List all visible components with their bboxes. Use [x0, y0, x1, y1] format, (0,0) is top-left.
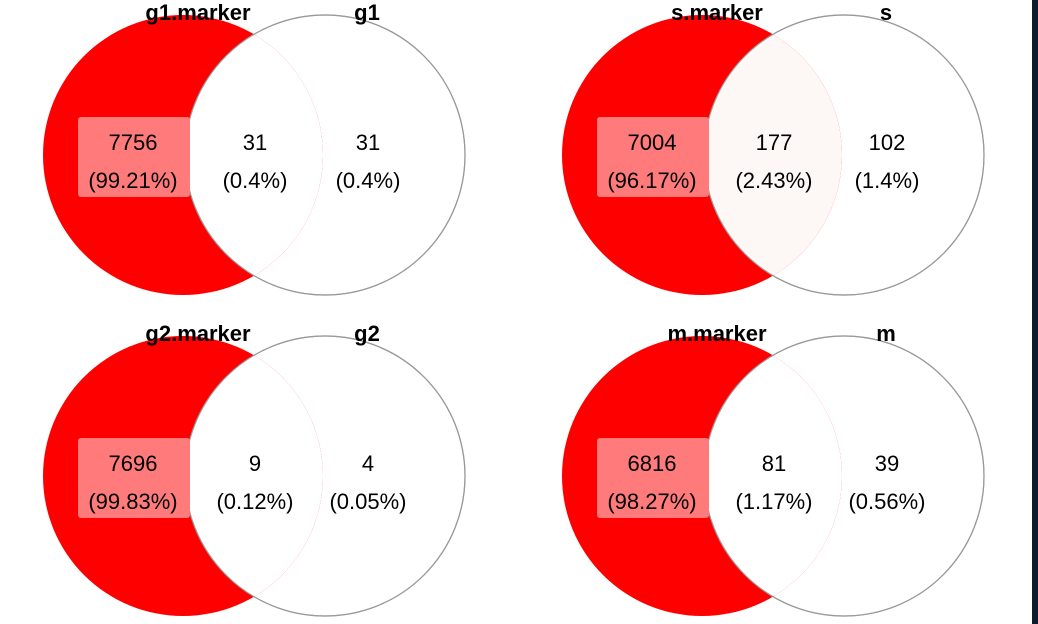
overlap-percent: (0.12%) — [216, 489, 293, 514]
left-only-count: 6816 — [628, 451, 677, 476]
left-only-percent: (98.27%) — [607, 489, 696, 514]
right-set-label: s — [880, 0, 892, 25]
overlap-region — [704, 336, 842, 616]
left-only-percent: (99.83%) — [88, 489, 177, 514]
overlap-percent: (2.43%) — [735, 168, 812, 193]
right-only-percent: (0.05%) — [329, 489, 406, 514]
right-edge-bar — [1032, 0, 1038, 624]
overlap-region — [185, 15, 323, 295]
overlap-percent: (1.17%) — [735, 489, 812, 514]
left-count-box — [78, 117, 190, 197]
overlap-region — [185, 336, 323, 616]
left-set-label: g1.marker — [145, 0, 251, 25]
venn-diagram: s.marker s 7004 (96.17%) 177 (2.43%) 102 (1.4%) — [562, 0, 985, 296]
venn-diagram: m.marker m 6816 (98.27%) 81 (1.17%) 39 (0.56%) — [562, 321, 985, 617]
right-only-percent: (0.4%) — [336, 168, 401, 193]
overlap-count: 31 — [243, 130, 267, 155]
overlap-count: 177 — [756, 130, 793, 155]
right-set-label: g2 — [354, 321, 380, 346]
left-only-count: 7756 — [109, 130, 158, 155]
left-count-box — [597, 438, 709, 518]
left-count-box — [597, 117, 709, 197]
left-only-percent: (96.17%) — [607, 168, 696, 193]
right-only-count: 39 — [875, 451, 899, 476]
overlap-region — [704, 15, 842, 295]
left-only-count: 7004 — [628, 130, 677, 155]
venn-diagram: g1.marker g1 7756 (99.21%) 31 (0.4%) 31 (0.4%) — [43, 0, 466, 296]
right-set-label: m — [876, 321, 896, 346]
overlap-percent: (0.4%) — [223, 168, 288, 193]
right-only-percent: (1.4%) — [855, 168, 920, 193]
right-only-count: 31 — [356, 130, 380, 155]
right-only-count: 102 — [869, 130, 906, 155]
left-set-label: s.marker — [671, 0, 763, 25]
right-only-percent: (0.56%) — [848, 489, 925, 514]
venn-diagram: g2.marker g2 7696 (99.83%) 9 (0.12%) 4 (0.05%) — [43, 321, 466, 617]
left-only-percent: (99.21%) — [88, 168, 177, 193]
left-set-label: g2.marker — [145, 321, 251, 346]
right-only-count: 4 — [362, 451, 374, 476]
left-count-box — [78, 438, 190, 518]
left-set-label: m.marker — [667, 321, 767, 346]
right-set-label: g1 — [354, 0, 380, 25]
overlap-count: 81 — [762, 451, 786, 476]
left-only-count: 7696 — [109, 451, 158, 476]
overlap-count: 9 — [249, 451, 261, 476]
